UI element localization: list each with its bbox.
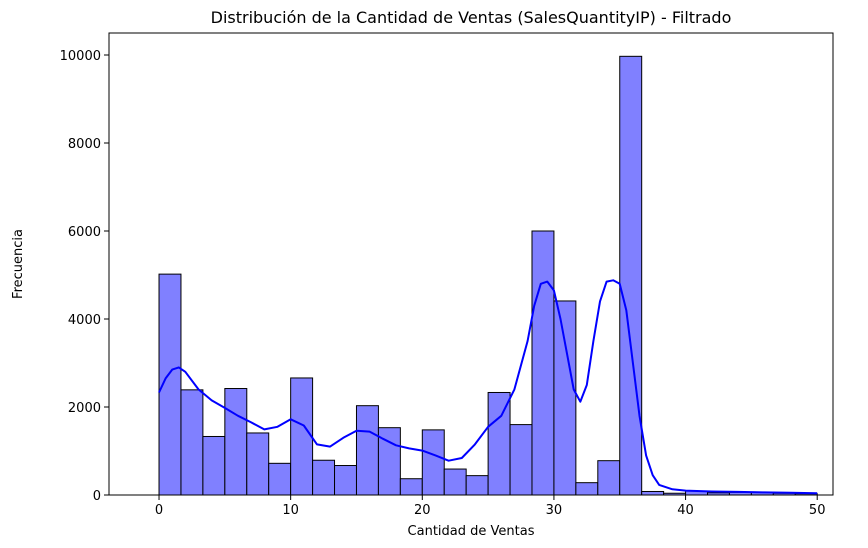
y-axis-label: Frecuencia — [11, 229, 26, 299]
histogram-bar — [203, 436, 225, 495]
x-tick-label: 20 — [414, 503, 431, 518]
x-tick-label: 50 — [809, 503, 826, 518]
x-tick-label: 40 — [677, 503, 694, 518]
histogram-bar — [335, 466, 357, 495]
histogram-bar — [620, 56, 642, 495]
histogram-bar — [181, 390, 203, 495]
y-tick-label: 2000 — [68, 401, 101, 416]
histogram-bar — [576, 483, 598, 495]
histogram-bar — [291, 378, 313, 495]
histogram-bar — [356, 406, 378, 495]
histogram-bar — [510, 425, 532, 495]
histogram-bar — [225, 389, 247, 495]
x-axis-label: Cantidad de Ventas — [408, 524, 535, 539]
histogram-bar — [488, 392, 510, 495]
bars-group — [159, 56, 817, 495]
chart-title: Distribución de la Cantidad de Ventas (S… — [211, 8, 732, 27]
histogram-bar — [269, 463, 291, 495]
x-tick-label: 30 — [546, 503, 563, 518]
histogram-bar — [313, 460, 335, 495]
histogram-bar — [642, 491, 664, 495]
y-tick-label: 8000 — [68, 137, 101, 152]
histogram-bar — [532, 231, 554, 495]
histogram-bar — [422, 430, 444, 495]
histogram-bar — [554, 301, 576, 495]
histogram-bar — [400, 479, 422, 495]
histogram-bar — [444, 469, 466, 495]
y-tick-label: 0 — [93, 489, 101, 504]
histogram-bar — [247, 433, 269, 495]
y-tick-label: 4000 — [68, 313, 101, 328]
y-tick-label: 6000 — [68, 225, 101, 240]
y-ticks-group: 0 2000 4000 6000 8000 10000 — [60, 49, 109, 504]
x-tick-label: 0 — [155, 503, 163, 518]
y-tick-label: 10000 — [60, 49, 101, 64]
histogram-bar — [598, 461, 620, 495]
x-ticks-group: 0 10 20 30 40 50 — [155, 495, 826, 518]
x-tick-label: 10 — [282, 503, 299, 518]
plot-frame — [109, 33, 833, 495]
histogram-bar — [466, 476, 488, 495]
